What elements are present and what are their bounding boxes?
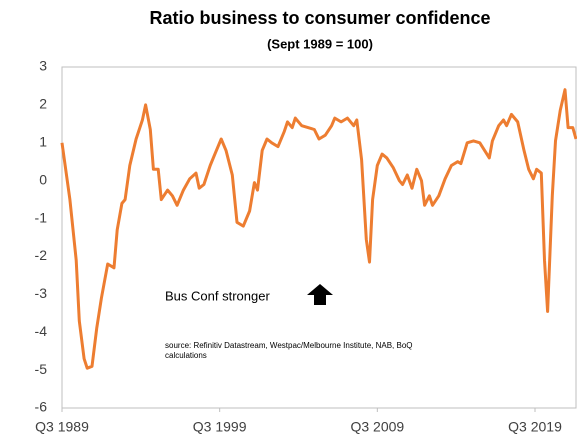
- source-note: calculations: [165, 351, 207, 360]
- y-tick-label: -3: [35, 285, 48, 301]
- y-tick-label: 2: [39, 96, 47, 112]
- data-line: [60, 88, 577, 370]
- y-tick-label: 3: [39, 58, 47, 74]
- y-tick-label: -6: [35, 399, 48, 415]
- y-tick-label: -4: [35, 323, 48, 339]
- y-tick-label: -1: [35, 209, 48, 225]
- arrow-up: [307, 284, 333, 305]
- y-tick-label: -2: [35, 247, 48, 263]
- y-tick-label: 1: [39, 133, 47, 149]
- plot-border: [61, 66, 577, 409]
- y-tick-label: -5: [35, 361, 48, 377]
- chart-title: Ratio business to consumer confidence: [149, 8, 490, 28]
- x-tick-label: Q3 1999: [193, 419, 247, 435]
- y-tick-label: 0: [39, 171, 47, 187]
- source-note: source: Refinitiv Datastream, Westpac/Me…: [165, 341, 413, 350]
- chart-subtitle: (Sept 1989 = 100): [267, 36, 373, 51]
- x-tick-label: Q3 1989: [35, 419, 89, 435]
- x-tick-label: Q3 2009: [350, 419, 404, 435]
- x-tick-label: Q3 2019: [508, 419, 562, 435]
- annotation: Bus Conf stronger: [165, 288, 270, 303]
